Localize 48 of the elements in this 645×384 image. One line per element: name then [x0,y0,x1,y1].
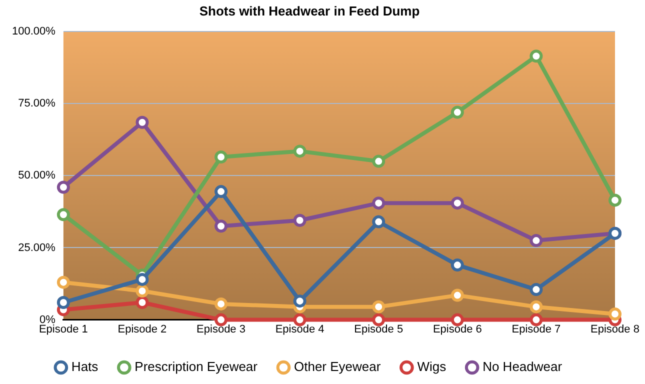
legend-label: Prescription Eyewear [134,359,258,374]
point [372,215,386,228]
point [214,220,228,233]
point [214,185,228,198]
point [56,276,70,289]
point [530,283,543,296]
point [56,208,70,222]
x-tick-label: Episode 5 [354,323,404,336]
chart-title: Shots with Headwear in Feed Dump [199,3,420,18]
x-tick-label: Episode 1 [38,323,88,336]
x-tick-label: Episode 6 [432,323,482,336]
y-tick-label: 0% [40,314,56,326]
point [293,214,306,227]
x-tick-label: Episode 3 [196,323,246,336]
y-tick-label: 50.00% [18,170,56,182]
point [136,284,149,298]
point [136,116,149,129]
point [530,300,543,314]
point [136,272,149,286]
legend-label: Other Eyewear [294,359,382,374]
point [56,180,70,194]
point [450,106,464,119]
point [56,296,70,310]
y-tick-label: 100.00% [12,26,56,38]
point [136,296,149,310]
point [530,50,543,63]
legend-label: No Headwear [482,359,563,374]
legend-label: Wigs [417,359,447,374]
y-tick-label: 25.00% [18,242,56,254]
point [293,144,306,158]
point [372,154,386,168]
x-tick-label: Episode 8 [590,323,640,336]
x-tick-label: Episode 4 [275,323,324,336]
point [372,300,386,314]
point [608,308,622,321]
x-tick-label: Episode 2 [118,323,167,336]
x-tick-label: Episode 7 [512,323,561,336]
point [214,150,228,164]
legend-label: Hats [71,359,99,374]
point [530,234,543,248]
point [608,194,622,207]
point [450,196,464,210]
point [293,294,306,308]
point [450,288,464,302]
point [214,297,228,310]
y-tick-label: 75.00% [18,98,56,110]
point [450,258,464,272]
point [372,196,386,210]
